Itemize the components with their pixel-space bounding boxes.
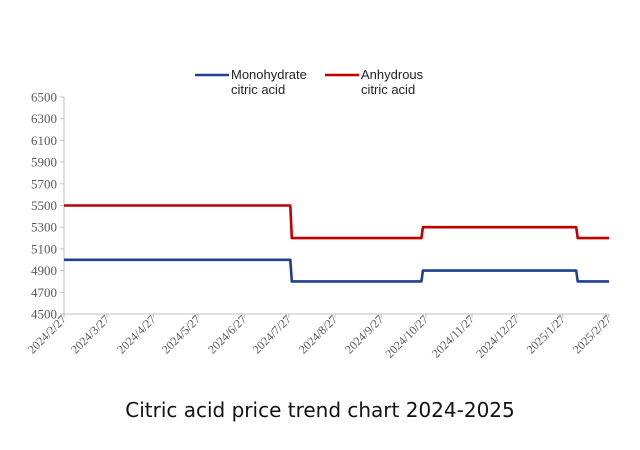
- chart-caption: Citric acid price trend chart 2024-2025: [125, 398, 515, 422]
- x-tick-label: 2024/5/27: [159, 312, 203, 356]
- axes: 4500 4700 4900 5100 5300 5500 5700 5900 6100 6300…: [25, 90, 614, 361]
- x-tick-label: 2024/8/27: [296, 312, 340, 356]
- legend-label-line: Monohydrate: [231, 67, 307, 82]
- series-line-2: [64, 204, 609, 240]
- y-tick-label: 4700: [31, 285, 57, 300]
- x-tick-label: 2024/9/27: [342, 312, 386, 356]
- y-tick-label: 6100: [31, 133, 57, 148]
- x-tick-label: 2024/3/27: [68, 312, 112, 356]
- x-tick-label: 2025/1/27: [524, 312, 568, 356]
- legend-label-line: citric acid: [231, 82, 285, 97]
- x-tick-label: 2024/7/27: [250, 312, 294, 356]
- y-tick-label: 5300: [31, 220, 57, 235]
- x-tick-label: 2024/6/27: [205, 312, 249, 356]
- y-tick-label: 5500: [31, 198, 57, 213]
- y-tick-label: 4900: [31, 263, 57, 278]
- x-tick-label: 2024/10/27: [382, 312, 431, 361]
- legend-label-2: Anhydrous citric acid: [361, 67, 424, 97]
- y-tick-label: 5100: [31, 241, 57, 256]
- y-tick-label: 4500: [31, 307, 57, 322]
- series-line-1: [64, 258, 609, 283]
- legend-label-1: Monohydrate citric acid: [231, 67, 307, 97]
- y-tick-label: 6500: [31, 90, 57, 105]
- y-tick-label: 5900: [31, 155, 57, 170]
- y-tick-label: 5700: [31, 176, 57, 191]
- x-tick-label: 2025/2/27: [570, 312, 614, 356]
- x-tick-label: 2024/12/27: [473, 312, 522, 361]
- x-tick-label: 2024/11/27: [429, 312, 477, 360]
- x-tick-label: 2024/4/27: [114, 312, 158, 356]
- y-tick-label: 6300: [31, 111, 57, 126]
- legend-label-line: citric acid: [361, 82, 415, 97]
- series-lines: [64, 204, 609, 283]
- legend-label-line: Anhydrous: [361, 67, 424, 82]
